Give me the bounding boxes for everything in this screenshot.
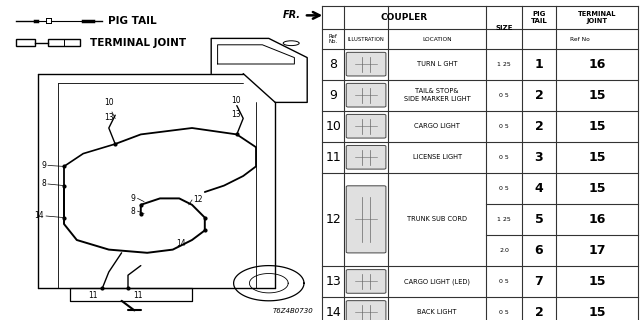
Text: 14: 14 xyxy=(325,306,341,319)
Text: 2: 2 xyxy=(534,306,543,319)
Text: Ref No: Ref No xyxy=(570,36,589,42)
Text: 9: 9 xyxy=(41,161,46,170)
Bar xyxy=(16,39,35,46)
Text: 13: 13 xyxy=(230,110,241,119)
Text: TRUNK SUB CORD: TRUNK SUB CORD xyxy=(407,216,467,222)
Text: CARGO LIGHT (LED): CARGO LIGHT (LED) xyxy=(404,278,470,285)
Text: 13: 13 xyxy=(325,275,341,288)
Text: 14: 14 xyxy=(176,239,186,248)
Text: BACK LIGHT: BACK LIGHT xyxy=(417,309,457,316)
Text: 2.0: 2.0 xyxy=(499,248,509,253)
Text: 1 25: 1 25 xyxy=(497,62,511,67)
Text: 15: 15 xyxy=(588,151,606,164)
Text: 15: 15 xyxy=(588,275,606,288)
Text: 10: 10 xyxy=(325,120,341,133)
Text: 3: 3 xyxy=(534,151,543,164)
Text: PIG
TAIL: PIG TAIL xyxy=(531,12,547,24)
Text: 11: 11 xyxy=(325,151,341,164)
Text: ILLUSTRATION: ILLUSTRATION xyxy=(348,36,385,42)
Text: 14: 14 xyxy=(34,212,44,220)
Text: TERMINAL JOINT: TERMINAL JOINT xyxy=(90,37,186,48)
Text: 8: 8 xyxy=(42,180,46,188)
Text: 9: 9 xyxy=(329,89,337,102)
Text: FR.: FR. xyxy=(283,10,301,20)
Text: TERMINAL
JOINT: TERMINAL JOINT xyxy=(578,12,616,24)
Text: 0 5: 0 5 xyxy=(499,310,509,315)
Text: 6: 6 xyxy=(534,244,543,257)
Text: 8: 8 xyxy=(131,207,136,216)
Text: 16: 16 xyxy=(588,213,606,226)
Text: 16: 16 xyxy=(588,58,606,71)
Text: 11: 11 xyxy=(133,291,142,300)
FancyBboxPatch shape xyxy=(346,301,386,320)
Text: 5: 5 xyxy=(534,213,543,226)
FancyBboxPatch shape xyxy=(346,186,386,253)
Text: Ref
No.: Ref No. xyxy=(328,34,338,44)
Text: 10: 10 xyxy=(230,96,241,105)
Text: 12: 12 xyxy=(193,196,203,204)
Text: SIZE: SIZE xyxy=(495,25,513,30)
FancyBboxPatch shape xyxy=(346,146,386,169)
Text: 12: 12 xyxy=(325,213,341,226)
Text: 15: 15 xyxy=(588,89,606,102)
Text: LOCATION: LOCATION xyxy=(422,36,452,42)
Text: 11: 11 xyxy=(88,291,97,300)
Text: CARGO LIGHT: CARGO LIGHT xyxy=(414,123,460,129)
Bar xyxy=(48,39,80,46)
Text: TAIL& STOP&
SIDE MARKER LIGHT: TAIL& STOP& SIDE MARKER LIGHT xyxy=(404,88,470,102)
FancyBboxPatch shape xyxy=(346,84,386,107)
Text: 1: 1 xyxy=(534,58,543,71)
Text: 2: 2 xyxy=(534,120,543,133)
Text: COUPLER: COUPLER xyxy=(381,13,428,22)
Text: LICENSE LIGHT: LICENSE LIGHT xyxy=(413,154,461,160)
Text: 15: 15 xyxy=(588,120,606,133)
Text: 0 5: 0 5 xyxy=(499,93,509,98)
Text: 0 5: 0 5 xyxy=(499,124,509,129)
Text: 8: 8 xyxy=(329,58,337,71)
Text: 10: 10 xyxy=(104,98,114,107)
Text: 17: 17 xyxy=(588,244,606,257)
Text: 15: 15 xyxy=(588,306,606,319)
Text: 0 5: 0 5 xyxy=(499,279,509,284)
Text: 0 5: 0 5 xyxy=(499,155,509,160)
Text: T6Z4B0730: T6Z4B0730 xyxy=(273,308,314,314)
Text: 0 5: 0 5 xyxy=(499,186,509,191)
Text: 7: 7 xyxy=(534,275,543,288)
Ellipse shape xyxy=(283,41,300,45)
Text: 4: 4 xyxy=(534,182,543,195)
FancyBboxPatch shape xyxy=(346,52,386,76)
Text: 9: 9 xyxy=(131,194,136,203)
Text: 1 25: 1 25 xyxy=(497,217,511,222)
Text: 2: 2 xyxy=(534,89,543,102)
Text: PIG TAIL: PIG TAIL xyxy=(108,16,156,26)
Text: 13: 13 xyxy=(104,113,114,122)
Text: 15: 15 xyxy=(588,182,606,195)
FancyBboxPatch shape xyxy=(346,270,386,293)
Text: TURN L GHT: TURN L GHT xyxy=(417,61,458,67)
FancyBboxPatch shape xyxy=(346,115,386,138)
